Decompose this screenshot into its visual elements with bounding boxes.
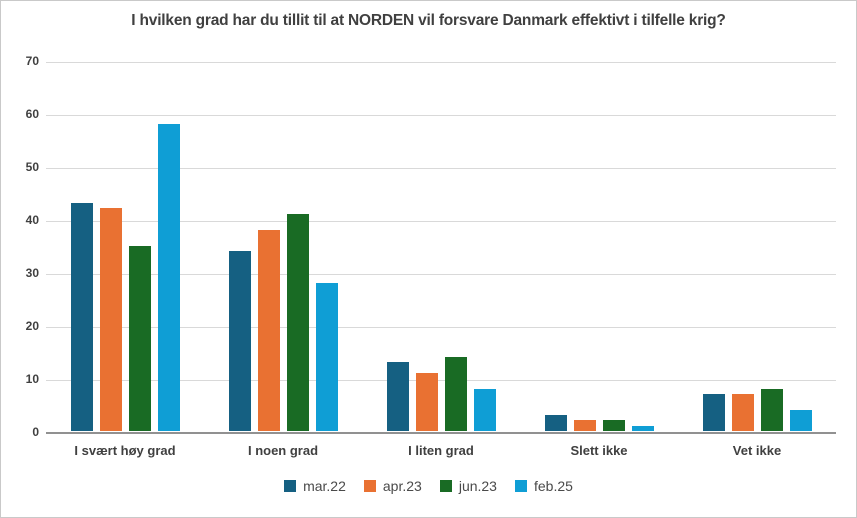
plot-area [46, 62, 836, 434]
gridline [46, 168, 836, 169]
y-tick-label: 70 [25, 54, 39, 68]
legend-swatch-icon [284, 480, 297, 492]
legend-item-mar.22: mar.22 [284, 478, 346, 494]
category-label: Vet ikke [732, 443, 782, 458]
bar-apr.23 [257, 229, 280, 431]
legend-swatch-icon [514, 480, 527, 492]
category-label: I noen grad [247, 443, 319, 458]
legend-label: mar.22 [303, 478, 346, 494]
bar-jun.23 [760, 388, 783, 431]
gridline [46, 115, 836, 116]
bar-feb.25 [631, 425, 654, 431]
y-tick-label: 50 [25, 160, 39, 174]
legend: mar.22 apr.23 jun.23 feb.25 [1, 478, 856, 494]
bar-feb.25 [157, 123, 180, 431]
bar-apr.23 [573, 420, 596, 431]
bar-group [204, 62, 362, 431]
category-label: I liten grad [408, 443, 474, 458]
bar-group [46, 62, 204, 431]
bar-mar.22 [702, 393, 725, 431]
gridline [46, 274, 836, 275]
chart-title: I hvilken grad har du tillit til at NORD… [131, 12, 726, 29]
gridline [46, 221, 836, 222]
bar-jun.23 [444, 356, 467, 431]
bar-group [362, 62, 520, 431]
bar-jun.23 [286, 213, 309, 431]
legend-item-apr.23: apr.23 [363, 478, 422, 494]
bar-mar.22 [544, 415, 567, 431]
bar-mar.22 [386, 362, 409, 431]
y-tick-label: 40 [25, 213, 39, 227]
gridline [46, 62, 836, 63]
bar-jun.23 [602, 420, 625, 431]
legend-swatch-icon [439, 480, 452, 492]
y-tick-label: 30 [25, 266, 39, 280]
gridline [46, 380, 836, 381]
y-tick-label: 0 [32, 425, 39, 439]
bar-group [678, 62, 836, 431]
legend-swatch-icon [363, 480, 376, 492]
category-axis: I svært høy grad I noen grad I liten grad S… [46, 443, 836, 458]
bar-mar.22 [70, 203, 93, 431]
bar-apr.23 [415, 372, 438, 431]
bar-feb.25 [473, 388, 496, 431]
gridline [46, 327, 836, 328]
bar-group [520, 62, 678, 431]
y-tick-label: 20 [25, 319, 39, 333]
legend-label: apr.23 [382, 478, 422, 494]
category-label: Slett ikke [570, 443, 628, 458]
legend-item-feb.25: feb.25 [514, 478, 573, 494]
bar-feb.25 [789, 409, 812, 431]
x-axis-line [46, 432, 836, 434]
y-tick-label: 10 [25, 372, 39, 386]
category-label: I svært høy grad [74, 443, 176, 458]
bar-jun.23 [128, 245, 151, 431]
legend-item-jun.23: jun.23 [439, 478, 497, 494]
bar-apr.23 [99, 208, 122, 431]
bar-mar.22 [228, 250, 251, 431]
bar-apr.23 [731, 393, 754, 431]
y-tick-label: 60 [25, 107, 39, 121]
legend-label: jun.23 [458, 478, 497, 494]
legend-label: feb.25 [533, 478, 573, 494]
bar-feb.25 [315, 282, 338, 431]
bar-groups [46, 62, 836, 431]
